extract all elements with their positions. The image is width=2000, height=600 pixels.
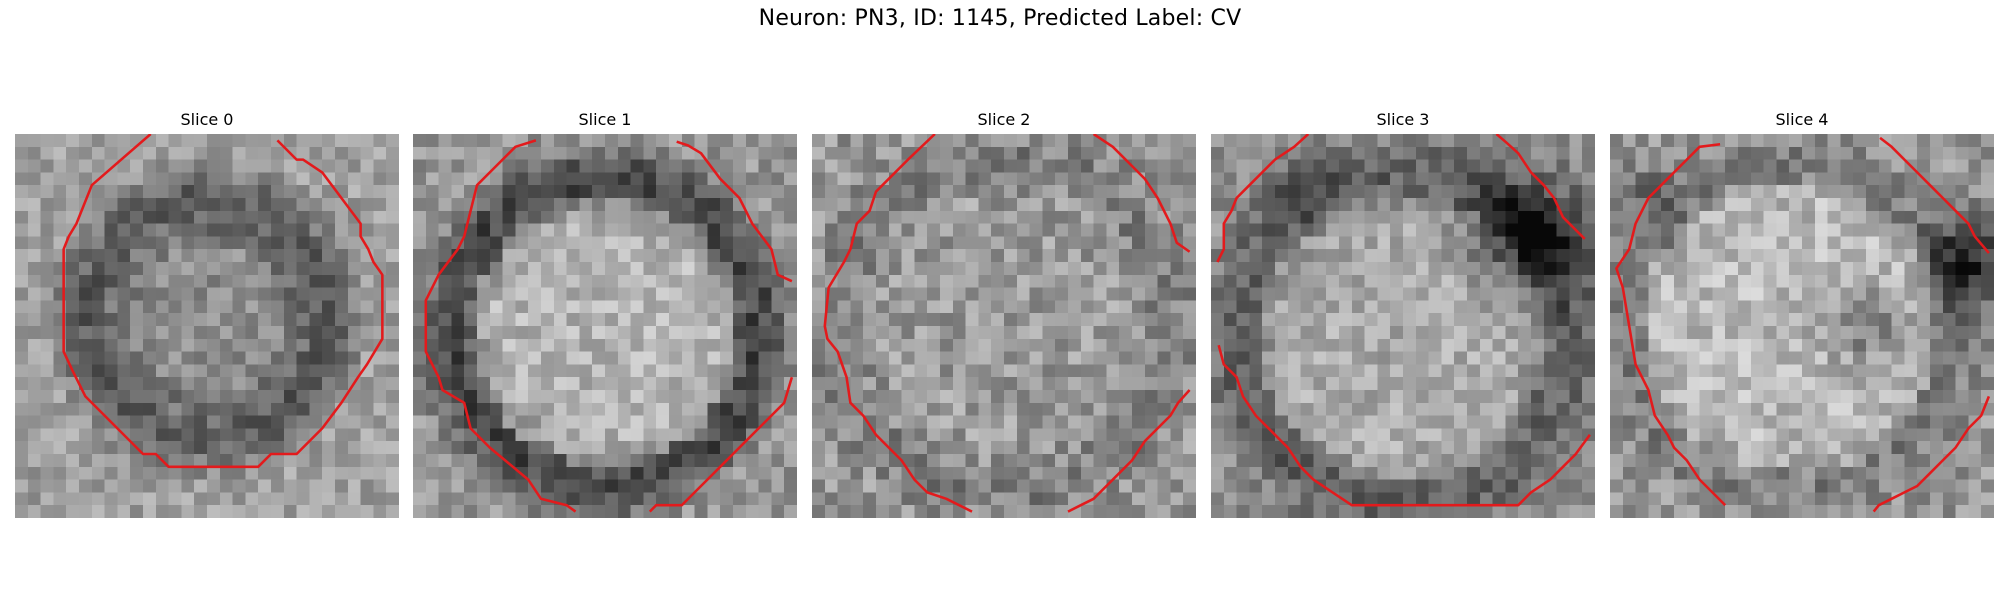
contour-line [1216, 134, 1310, 263]
slice-image-3 [1211, 134, 1595, 518]
pixel-grid [1211, 134, 1595, 518]
contour-line [1217, 344, 1591, 507]
slice-image-4 [1610, 134, 1994, 518]
contour-line [1879, 136, 1990, 254]
slice-image-0 [15, 134, 399, 518]
slice-image-2 [812, 134, 1196, 518]
contour-line [1615, 142, 1727, 507]
pixel-grid [413, 134, 797, 518]
contour-line [62, 134, 384, 469]
contour-line [424, 139, 577, 513]
slice-panel-2: Slice 2 [812, 110, 1196, 518]
contour-line [648, 376, 794, 513]
slice-title-0: Slice 0 [180, 110, 234, 129]
slice-title-4: Slice 4 [1775, 110, 1829, 129]
slice-panel-0: Slice 0 [15, 110, 399, 518]
slice-image-1 [413, 134, 797, 518]
pixel-grid [812, 134, 1196, 518]
contour-line [1067, 389, 1191, 513]
contour-line [676, 140, 793, 283]
figure-title: Neuron: PN3, ID: 1145, Predicted Label: … [758, 6, 1242, 31]
contour-line [1872, 395, 1991, 513]
contour-line [1092, 134, 1191, 253]
contour-line [823, 134, 973, 513]
contour-line [1495, 134, 1586, 240]
slice-title-2: Slice 2 [977, 110, 1031, 129]
slice-title-3: Slice 3 [1376, 110, 1430, 129]
slice-panel-4: Slice 4 [1610, 110, 1994, 518]
slice-panel-1: Slice 1 [413, 110, 797, 518]
slice-panel-3: Slice 3 [1211, 110, 1595, 518]
pixel-grid [15, 134, 399, 518]
slice-title-1: Slice 1 [578, 110, 632, 129]
